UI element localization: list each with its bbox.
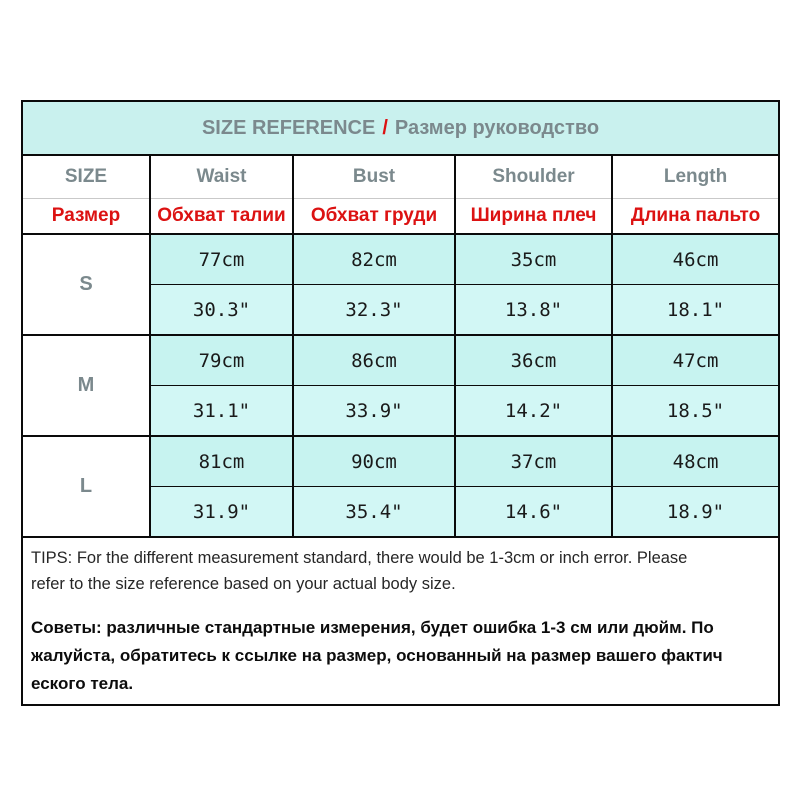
col-header-shoulder-en: Shoulder xyxy=(454,154,613,199)
cell-m-bust-cm: 86cm xyxy=(292,334,456,386)
tips-row: TIPS: For the different measurement stan… xyxy=(20,536,781,706)
tips-ru-line-2: жалуйста, обратитесь к ссылке на размер,… xyxy=(31,646,723,665)
size-reference-table: SIZE REFERENCE / Размер руководство SIZE W… xyxy=(20,100,781,706)
title-ru: Размер руководство xyxy=(394,116,600,139)
title-row: SIZE REFERENCE / Размер руководство xyxy=(20,100,781,156)
cell-l-length-cm: 48cm xyxy=(610,435,781,487)
cell-l-bust-cm: 90cm xyxy=(292,435,456,487)
cell-s-bust-inch: 32.3" xyxy=(292,284,456,336)
col-header-size-en: SIZE xyxy=(21,154,151,199)
col-header-length-ru: Длина пальто xyxy=(610,198,781,235)
col-header-waist-en: Waist xyxy=(149,154,294,199)
cell-m-length-cm: 47cm xyxy=(610,334,781,386)
cell-l-waist-inch: 31.9" xyxy=(149,486,294,538)
cell-s-bust-cm: 82cm xyxy=(292,233,456,285)
col-header-bust-en: Bust xyxy=(292,154,456,199)
title-separator: / xyxy=(382,116,388,139)
row-m-cm: M 79cm 86cm 36cm 47cm xyxy=(21,334,781,437)
tips-text-ru: Советы: различные стандартные измерения,… xyxy=(31,614,770,698)
col-header-bust-ru: Обхват груди xyxy=(292,198,456,235)
row-s-cm: S 77cm 82cm 35cm 46cm xyxy=(21,233,781,336)
tips-en-line-2: refer to the size reference based on you… xyxy=(31,575,456,593)
cell-l-bust-inch: 35.4" xyxy=(292,486,456,538)
size-chart-sheet: SIZE REFERENCE / Размер руководство SIZE W… xyxy=(20,100,781,706)
cell-m-shoulder-cm: 36cm xyxy=(454,334,613,386)
cell-m-waist-inch: 31.1" xyxy=(149,385,294,437)
col-header-shoulder-ru: Ширина плеч xyxy=(454,198,613,235)
row-l-inch: 31.9" 35.4" 14.6" 18.9" xyxy=(22,486,781,538)
size-label-l: L xyxy=(21,435,151,538)
cell-l-shoulder-inch: 14.6" xyxy=(454,486,613,538)
tips-en-line-1: TIPS: For the different measurement stan… xyxy=(31,549,688,567)
tips-section: TIPS: For the different measurement stan… xyxy=(20,536,781,706)
cell-m-shoulder-inch: 14.2" xyxy=(454,385,613,437)
cell-m-length-inch: 18.5" xyxy=(610,385,781,437)
row-s-inch: 30.3" 32.3" 13.8" 18.1" xyxy=(22,284,781,336)
title-en: SIZE REFERENCE xyxy=(201,116,376,139)
col-header-waist-ru: Обхват талии xyxy=(149,198,294,235)
tips-ru-line-3: еского тела. xyxy=(31,674,134,693)
tips-ru-line-1: Советы: различные стандартные измерения,… xyxy=(31,618,714,637)
header-row-en: SIZE Waist Bust Shoulder Length xyxy=(21,154,781,199)
cell-m-waist-cm: 79cm xyxy=(149,334,294,386)
table-title: SIZE REFERENCE / Размер руководство xyxy=(20,100,781,156)
cell-l-length-inch: 18.9" xyxy=(610,486,781,538)
size-label-m: M xyxy=(21,334,151,437)
cell-s-length-cm: 46cm xyxy=(610,233,781,285)
col-header-length-en: Length xyxy=(610,154,781,199)
row-m-inch: 31.1" 33.9" 14.2" 18.5" xyxy=(22,385,781,437)
cell-s-length-inch: 18.1" xyxy=(610,284,781,336)
cell-s-waist-cm: 77cm xyxy=(149,233,294,285)
cell-s-shoulder-cm: 35cm xyxy=(454,233,613,285)
col-header-size-ru: Размер xyxy=(21,198,151,235)
row-l-cm: L 81cm 90cm 37cm 48cm xyxy=(21,435,781,538)
size-label-s: S xyxy=(21,233,151,336)
cell-l-shoulder-cm: 37cm xyxy=(454,435,613,487)
cell-s-shoulder-inch: 13.8" xyxy=(454,284,613,336)
cell-l-waist-cm: 81cm xyxy=(149,435,294,487)
header-row-ru: Размер Обхват талии Обхват груди Ширина … xyxy=(21,198,781,235)
cell-s-waist-inch: 30.3" xyxy=(149,284,294,336)
tips-text-en: TIPS: For the different measurement stan… xyxy=(31,545,770,597)
cell-m-bust-inch: 33.9" xyxy=(292,385,456,437)
